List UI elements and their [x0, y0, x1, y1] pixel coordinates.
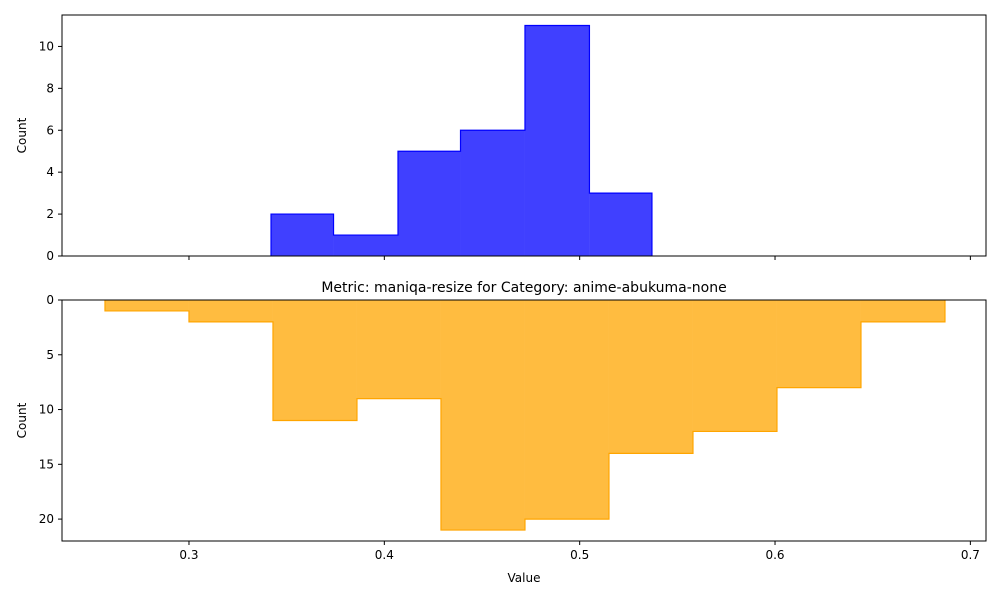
x-tick-label: 0.7	[961, 548, 980, 562]
x-tick-label: 0.6	[765, 548, 784, 562]
y-tick-label: 20	[39, 512, 54, 526]
histogram-bar	[272, 300, 357, 421]
histogram-bar	[524, 25, 590, 257]
y-tick-label: 10	[39, 403, 54, 417]
histogram-bar	[104, 300, 189, 311]
y-tick-label: 10	[39, 39, 54, 53]
histogram-bar	[398, 151, 461, 256]
histogram-bar	[692, 300, 777, 432]
histogram-bar	[440, 300, 525, 531]
y-tick-label: 6	[46, 123, 54, 137]
y-tick-label: 2	[46, 207, 54, 221]
y-tick-label: 4	[46, 165, 54, 179]
histogram-outline	[270, 24, 653, 256]
histogram-bar	[188, 300, 273, 322]
y-tick-label: 8	[46, 81, 54, 95]
histogram-bar	[333, 235, 398, 256]
histogram-outline	[104, 300, 946, 531]
y-tick-label: 5	[46, 348, 54, 362]
histogram-bar	[460, 130, 525, 256]
histogram-bar	[776, 300, 861, 388]
y-tick-label: 0	[46, 293, 54, 307]
x-axis-label: Value	[508, 571, 541, 585]
subplot-1: 0 2 4 6 8 10 Count	[15, 14, 987, 263]
chart-title: Metric: maniqa-resize for Category: anim…	[321, 280, 726, 296]
histogram-bar	[608, 300, 693, 454]
x-tick-label: 0.5	[570, 548, 589, 562]
y-tick-label: 0	[46, 249, 54, 263]
histogram-bar	[356, 300, 441, 399]
histogram-bar	[589, 193, 652, 256]
histogram-bar	[860, 300, 945, 322]
x-tick-label: 0.3	[179, 548, 198, 562]
plot-frame	[61, 14, 987, 257]
y-axis-label: Count	[15, 402, 29, 438]
histogram-bar	[271, 214, 334, 256]
y-axis-label: Count	[15, 117, 29, 153]
plot-frame	[61, 299, 987, 542]
histogram-bar	[524, 300, 609, 520]
subplot-2: 0.3 0.4 0.5 0.6 0.7 0 5 10 15 20 Count Value Metric:…	[15, 280, 987, 585]
x-tick-label: 0.4	[375, 548, 394, 562]
y-tick-label: 15	[39, 457, 54, 471]
